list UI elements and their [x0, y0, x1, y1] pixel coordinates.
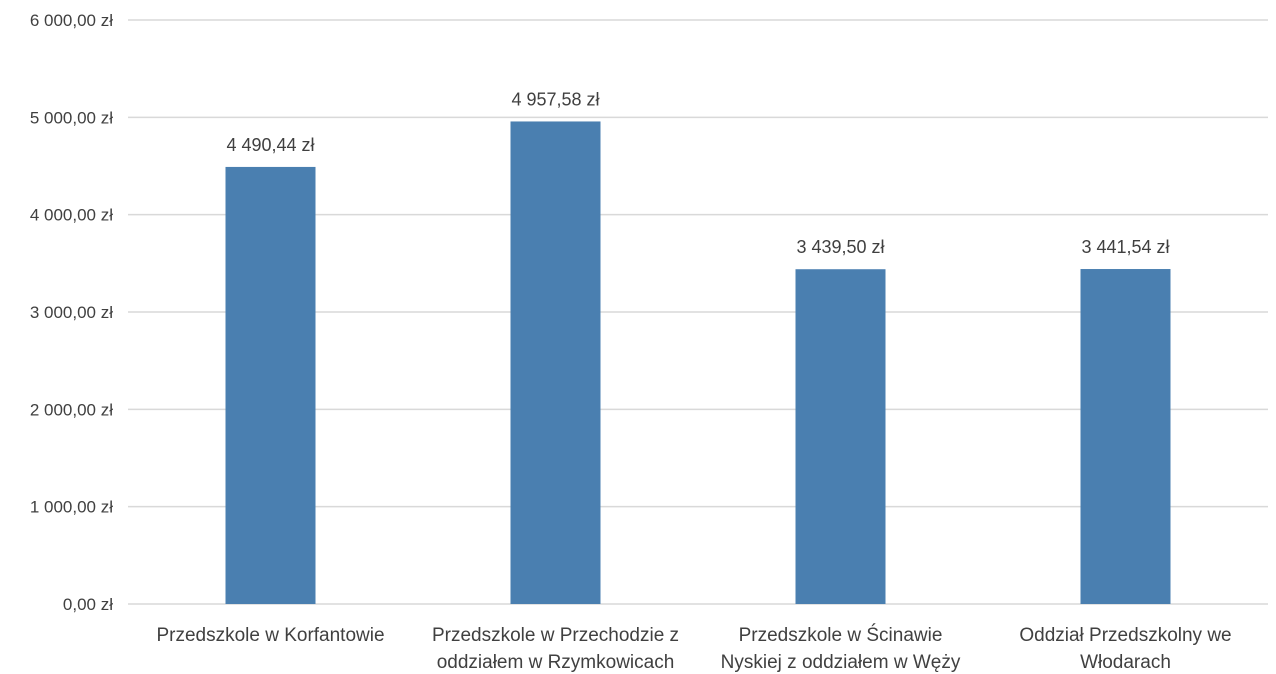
bars [225, 121, 1171, 604]
bar [225, 166, 316, 604]
y-tick-label: 1 000,00 zł [30, 498, 113, 517]
x-axis-ticks: Przedszkole w Korfantowie Przedszkole w P… [156, 624, 1231, 673]
x-tick-label: Przedszkole w Korfantowie [156, 625, 384, 646]
y-tick-label: 5 000,00 zł [30, 108, 113, 127]
x-tick-label: Oddział Przedszkolny we Włodarach [1019, 625, 1231, 673]
data-label: 4 490,44 zł [226, 135, 314, 155]
data-labels: 4 490,44 zł 4 957,58 zł 3 439,50 zł 3 441,5… [226, 89, 1169, 257]
y-tick-label: 2 000,00 zł [30, 400, 113, 419]
x-tick-label: Przedszkole w Ścinawie Nyskiej z oddziałe… [721, 624, 961, 673]
data-label: 3 439,50 zł [796, 237, 884, 257]
bar [795, 269, 886, 604]
y-tick-label: 6 000,00 zł [30, 11, 113, 30]
data-label: 4 957,58 zł [511, 89, 599, 109]
y-axis-ticks: 0,00 zł 1 000,00 zł 2 000,00 zł 3 000,00 zł… [30, 11, 113, 614]
y-tick-label: 3 000,00 zł [30, 303, 113, 322]
data-label: 3 441,54 zł [1081, 237, 1169, 257]
bar [1080, 269, 1171, 604]
gridlines [128, 19, 1268, 605]
bar [510, 121, 601, 604]
x-tick-label: Przedszkole w Przechodzie z oddziałem w R… [432, 625, 679, 673]
y-tick-label: 0,00 zł [63, 595, 113, 614]
y-tick-label: 4 000,00 zł [30, 206, 113, 225]
